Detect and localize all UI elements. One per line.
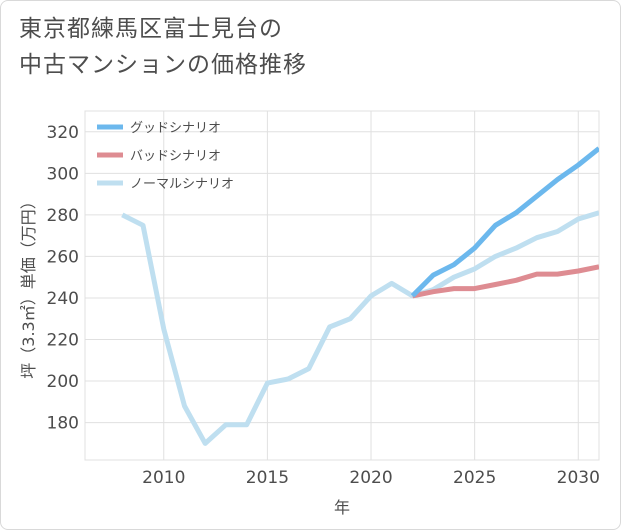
series-line-0 [410,146,599,298]
legend-label: ノーマルシナリオ [130,177,234,192]
y-tick-label: 240 [47,289,79,309]
x-tick-label: 2020 [349,468,392,488]
legend-label: バッドシナリオ [130,149,221,164]
x-tick-label: 2010 [142,468,185,488]
plot-area-border [84,110,600,461]
x-tick-label: 2015 [246,468,289,488]
grid [85,111,599,460]
y-tick-label: 320 [47,123,79,143]
y-tick-label: 300 [47,164,79,184]
y-axis-label: 坪（3.3㎡）単価（万円） [19,193,38,378]
y-tick-label: 220 [47,331,79,351]
legend-label: グッドシナリオ [130,121,221,136]
series-line-1 [412,264,599,299]
x-tick-label: 2030 [557,468,600,488]
y-tick-label: 180 [47,414,79,434]
y-tick-label: 260 [47,247,79,267]
y-tick-label: 280 [47,206,79,226]
chart-title: 東京都練馬区富士見台の 中古マンションの価格推移 [19,11,307,83]
y-tick-label: 200 [47,372,79,392]
x-axis-label: 年 [334,498,350,517]
chart-title-line-1: 東京都練馬区富士見台の [19,16,283,42]
x-tick-label: 2025 [453,468,496,488]
chart-title-line-2: 中古マンションの価格推移 [19,52,307,78]
axis-ticks: 2010 2015 2020 2025 2030 180 200 220 240 260 280 30… [47,123,600,488]
series-group [121,146,599,446]
series-line-2 [121,210,599,446]
